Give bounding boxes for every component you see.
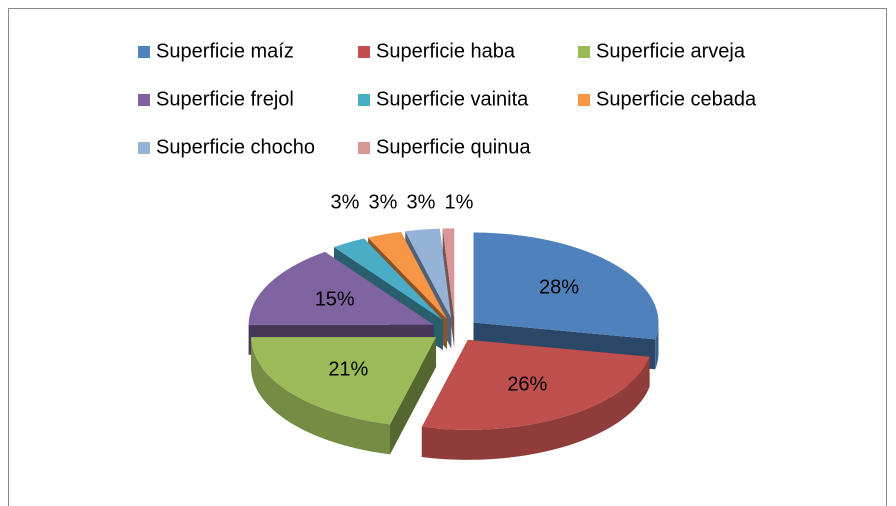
legend-swatch [358,46,370,58]
legend-swatch [578,46,590,58]
slice [334,238,443,320]
slice-wall [251,337,391,455]
slice [405,228,452,319]
data-label: 15% [315,288,355,310]
legend-label: Superficie chocho [156,136,315,158]
data-label: 21% [328,359,368,381]
slice [251,337,437,425]
legend-swatch [358,142,370,154]
pie [248,228,659,460]
slice [421,339,650,430]
legend-label: Superficie cebada [596,88,757,110]
data-label: 28% [539,276,579,298]
legend-swatch [358,94,370,106]
data-label: 3% [407,191,436,213]
legend-label: Superficie frejol [156,88,294,110]
legend-label: Superficie arveja [596,40,746,62]
slice-wall [655,322,659,370]
legend-swatch [578,94,590,106]
data-label: 1% [445,191,474,213]
data-label: 3% [331,191,360,213]
data-label: 26% [507,374,547,396]
legend-swatch [138,94,150,106]
slice [248,251,434,325]
legend-label: Superficie maíz [156,40,294,62]
slice [442,228,455,319]
slice [368,231,447,320]
legend-swatch [138,46,150,58]
slice-side [442,228,455,349]
legend-label: Superficie vainita [376,88,529,110]
legend-label: Superficie quinua [376,136,531,158]
slice [473,232,659,340]
data-label: 3% [369,191,398,213]
slice-wall [421,356,650,460]
legend-swatch [138,142,150,154]
legend-label: Superficie haba [376,40,516,62]
